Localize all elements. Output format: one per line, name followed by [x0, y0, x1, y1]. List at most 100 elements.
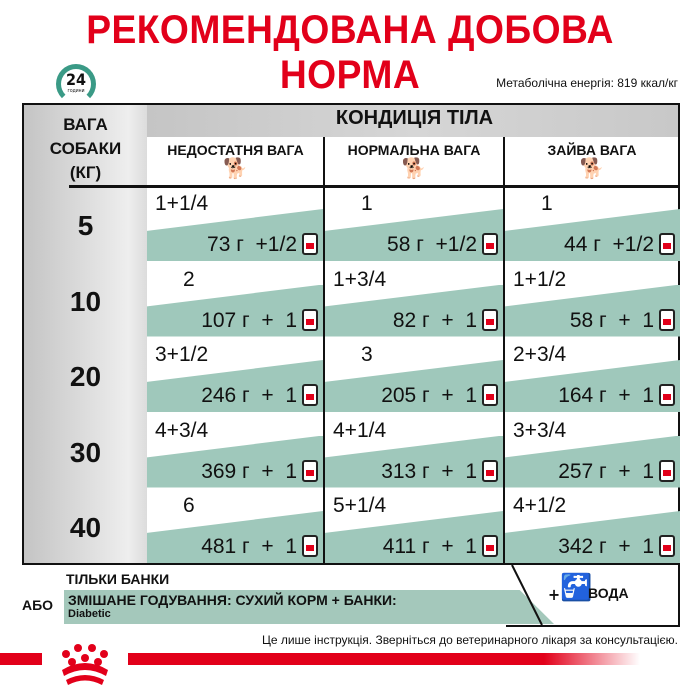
mixed-amount: 246 г + 1 [201, 384, 297, 407]
can-icon [659, 459, 675, 482]
mixed-amount: 58 г + 1 [569, 308, 654, 332]
weight-value: 10 [69, 285, 102, 317]
weight-value: 5 [77, 210, 94, 241]
can-icon [659, 233, 675, 255]
can-icon [482, 233, 498, 255]
table-cell: 3+1/2 246 г + 1 [147, 339, 323, 415]
table-cell: 3+3/4 257 г + 1 [505, 415, 680, 491]
mixed-amount: 342 г + 1 [558, 535, 654, 558]
column-header-normal: НОРМАЛЬНА ВАГА 🐕 [324, 137, 504, 186]
cans-only-amount: 4+3/4 [155, 418, 209, 442]
mixed-amount: 107 г + 1 [201, 308, 297, 332]
cans-only-amount: 2+3/4 [513, 343, 567, 366]
table-cell: 4+1/4 313 г + 1 [325, 415, 503, 491]
table-cell: 5+1/4 411 г + 1 [325, 490, 503, 566]
mixed-amount: 73 г +1/2 [207, 233, 297, 256]
can-icon [302, 308, 318, 331]
normal-dog-icon: 🐕 [401, 158, 427, 180]
weight-value: 30 [69, 436, 102, 468]
table-cell: 4+1/2 342 г + 1 [505, 490, 680, 566]
mixed-amount: 257 г + 1 [558, 459, 654, 483]
weight-header: ВАГА СОБАКИ (КГ) [24, 113, 147, 185]
divider [503, 137, 505, 565]
mixed-feeding-label: ЗМІШАНЕ ГОДУВАННЯ: СУХИЙ КОРМ + БАНКИ: D… [64, 590, 554, 624]
brand-stripe [0, 653, 640, 665]
mixed-amount: 313 г + 1 [381, 459, 477, 483]
can-icon [482, 535, 498, 557]
cans-only-amount: 4+1/2 [513, 494, 567, 517]
water-tap-icon: 🚰 [560, 573, 593, 603]
mixed-feeding-text: ЗМІШАНЕ ГОДУВАННЯ: СУХИЙ КОРМ + БАНКИ: [68, 592, 397, 608]
cans-only-amount: 1 [541, 192, 553, 215]
mixed-amount: 369 г + 1 [201, 459, 297, 483]
column-label: НЕДОСТАТНЯ ВАГА [167, 142, 304, 158]
clock-number: 24 [65, 70, 87, 89]
feeding-table: КОНДИЦІЯ ТІЛА ВАГА СОБАКИ (КГ) НЕДОСТАТН… [22, 103, 680, 565]
product-name: Diabetic [68, 608, 111, 620]
column-label: ЗАЙВА ВАГА [547, 142, 637, 158]
table-cell: 1 44 г +1/2 [505, 188, 680, 264]
table-cell: 2 107 г + 1 [147, 264, 323, 340]
cans-only-amount: 1+3/4 [333, 267, 387, 291]
disclaimer: Це лише інструкція. Зверніться до ветери… [261, 633, 678, 647]
cans-only-label: ТІЛЬКИ БАНКИ [66, 571, 170, 587]
water-legend: + 🚰 ВОДА [506, 565, 680, 627]
plus-sign: + [548, 585, 561, 604]
can-icon [659, 384, 675, 406]
cans-only-amount: 3+1/2 [155, 343, 209, 366]
table-cell: 1+1/4 73 г +1/2 [147, 188, 323, 264]
can-icon [302, 459, 318, 482]
cans-only-amount: 1+1/4 [155, 192, 209, 215]
clock-24h-icon: 24 години [56, 64, 96, 104]
water-label: ВОДА [588, 585, 629, 601]
weight-header-line: ВАГА [63, 115, 108, 134]
weight-header-line: СОБАКИ [49, 139, 122, 158]
table-cell: 1+3/4 82 г + 1 [325, 264, 503, 340]
mixed-amount: 82 г + 1 [392, 308, 477, 332]
fat-dog-icon: 🐕 [579, 158, 605, 180]
table-cell: 1 58 г +1/2 [325, 188, 503, 264]
weight-header-line: (КГ) [69, 163, 102, 182]
table-cell: 6 481 г + 1 [147, 490, 323, 566]
diagonal-line [511, 565, 543, 626]
can-icon [302, 233, 318, 255]
or-label: АБО [22, 597, 54, 613]
divider [323, 137, 325, 565]
cans-only-amount: 2 [183, 267, 195, 291]
cans-only-amount: 6 [183, 494, 195, 517]
weight-column [24, 105, 147, 563]
clock-label: години [67, 88, 85, 94]
can-icon [482, 459, 498, 482]
thin-dog-icon: 🐕 [223, 158, 248, 180]
column-header-underweight: НЕДОСТАТНЯ ВАГА 🐕 [147, 137, 324, 186]
can-icon [302, 535, 318, 557]
royal-canin-crown-logo [42, 640, 128, 690]
can-icon [482, 308, 498, 331]
mixed-amount: 205 г + 1 [381, 384, 477, 407]
table-cell: 2+3/4 164 г + 1 [505, 339, 680, 415]
can-icon [659, 535, 675, 557]
condition-header: КОНДИЦІЯ ТІЛА [335, 107, 494, 129]
cans-only-amount: 3+3/4 [513, 418, 567, 442]
cans-only-amount: 1 [361, 192, 373, 215]
table-cell: 3 205 г + 1 [325, 339, 503, 415]
weight-value: 40 [69, 512, 102, 543]
can-icon [659, 308, 675, 331]
mixed-amount: 58 г +1/2 [387, 233, 477, 256]
table-cell: 4+3/4 369 г + 1 [147, 415, 323, 491]
column-header-overweight: ЗАЙВА ВАГА 🐕 [504, 137, 680, 186]
metabolic-energy: Метаболічна енергія: 819 ккал/кг [496, 76, 678, 90]
page-title: РЕКОМЕНДОВАНА ДОБОВА НОРМА [86, 8, 614, 97]
mixed-amount: 411 г + 1 [382, 535, 477, 558]
column-label: НОРМАЛЬНА ВАГА [347, 142, 481, 158]
cans-only-amount: 4+1/4 [333, 418, 387, 442]
cans-only-amount: 1+1/2 [513, 267, 567, 291]
mixed-amount: 164 г + 1 [558, 384, 654, 407]
cans-only-amount: 5+1/4 [333, 494, 387, 517]
mixed-amount: 44 г +1/2 [564, 233, 654, 256]
can-icon [482, 384, 498, 406]
cans-only-amount: 3 [361, 343, 373, 366]
weight-value: 20 [69, 361, 102, 392]
divider [69, 185, 680, 188]
can-icon [302, 384, 318, 406]
